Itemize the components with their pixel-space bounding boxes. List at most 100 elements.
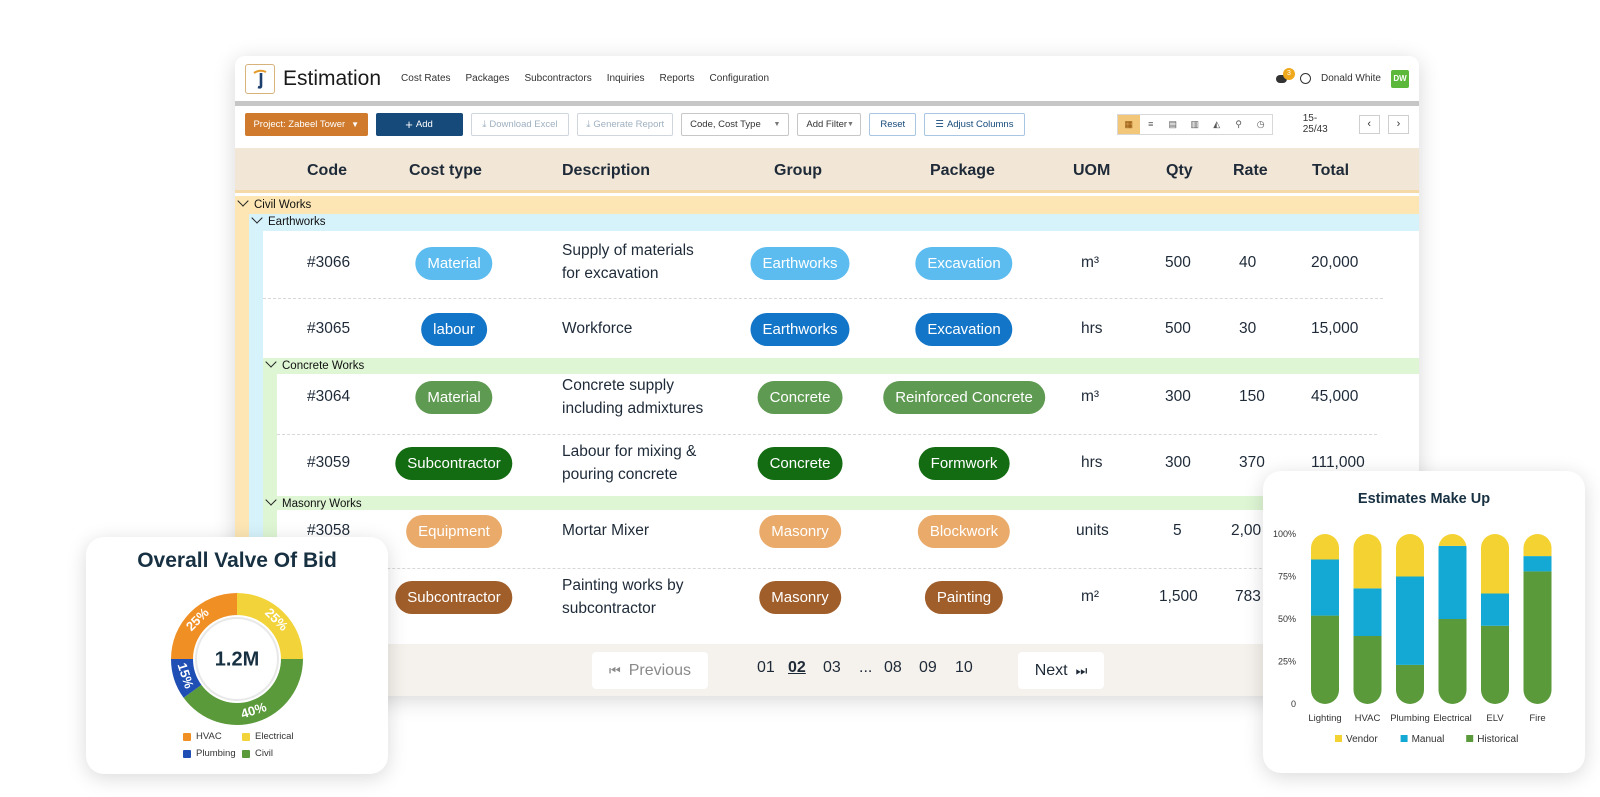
bar-fire[interactable]: [1523, 534, 1552, 704]
bar-elv[interactable]: [1481, 534, 1509, 704]
download-excel-button[interactable]: ⤓ Download Excel: [470, 112, 570, 136]
bar-segment-manual: [1523, 556, 1552, 572]
clock-icon[interactable]: [1299, 73, 1311, 84]
project-dropdown[interactable]: Project: Zabeel Tower ▼: [245, 112, 368, 136]
cell-total: 45,000: [1311, 388, 1359, 405]
legend-label: Civil: [255, 748, 273, 759]
record-range: 15-25/43: [1302, 113, 1328, 135]
page-number[interactable]: 09: [919, 659, 937, 676]
column-header-total[interactable]: Total: [1312, 162, 1350, 179]
group-pill: Earthworks: [750, 247, 850, 280]
table-view-icon[interactable]: ▥: [1190, 118, 1199, 129]
map-pin-icon[interactable]: ⚲: [1235, 118, 1243, 129]
avatar[interactable]: DW: [1391, 69, 1409, 88]
group-pill: Earthworks: [750, 313, 850, 346]
nav-packages[interactable]: Packages: [465, 73, 510, 84]
group-by-value: Code, Cost Type: [690, 118, 761, 130]
cell-code: #3059: [307, 454, 351, 471]
bar-segment-manual: [1438, 545, 1467, 619]
chart-view-icon[interactable]: ◭: [1213, 118, 1221, 129]
x-tick-label: Lighting: [1308, 713, 1341, 724]
group-row-masonry-works[interactable]: Masonry Works: [263, 494, 1419, 510]
cell-description: Painting works by: [562, 577, 684, 594]
table-header: Code Cost type Description Group Package…: [235, 148, 1419, 193]
column-header-cost-type[interactable]: Cost type: [409, 162, 482, 179]
legend-swatch: [1400, 735, 1408, 742]
column-header-package[interactable]: Package: [930, 162, 995, 179]
calendar-view-icon[interactable]: ▤: [1168, 118, 1177, 129]
legend-swatch: [183, 732, 191, 741]
column-header-group[interactable]: Group: [774, 162, 822, 179]
bar-hvac[interactable]: [1353, 534, 1382, 704]
user-name[interactable]: Donald White: [1320, 73, 1381, 84]
nav-inquiries[interactable]: Inquiries: [606, 73, 645, 84]
estimates-stacked-bar-chart: 0 25% 50% 75% 100% Lighting HVAC Plumbing Electr…: [1273, 529, 1552, 745]
bar-electrical[interactable]: [1438, 534, 1467, 704]
add-filter-select[interactable]: Add Filter ▼: [797, 112, 862, 136]
group-row-civil-works[interactable]: Civil Works: [235, 195, 1419, 214]
bid-donut-chart: 25%40%15%25%1.2M: [171, 593, 303, 725]
cell-description: Labour for mixing &: [562, 443, 697, 460]
bar-segment-historical: [1438, 619, 1467, 704]
y-tick-label: 50%: [1278, 614, 1296, 624]
generate-report-button[interactable]: ⤓ Generate Report: [577, 112, 674, 136]
group-row-concrete-works[interactable]: Concrete Works: [263, 356, 1419, 374]
group-row-earthworks[interactable]: Earthworks: [249, 212, 1419, 231]
donut-slice-hvac[interactable]: [171, 593, 237, 659]
cell-qty: 500: [1165, 320, 1191, 337]
column-header-rate[interactable]: Rate: [1233, 162, 1268, 179]
page-number[interactable]: 03: [823, 659, 841, 676]
donut-slice-civil[interactable]: [183, 659, 303, 725]
bar-lighting[interactable]: [1311, 534, 1339, 704]
page-number[interactable]: 10: [955, 659, 973, 676]
chevron-down-icon[interactable]: [265, 356, 277, 368]
prev-page-arrow-icon[interactable]: ‹: [1358, 114, 1380, 134]
pagination-bar: ⏮ Previous 01 02 03 ... 08 09 10 Next ⏭: [235, 644, 1419, 696]
package-pill: Reinforced Concrete: [883, 381, 1045, 414]
column-header-qty[interactable]: Qty: [1166, 162, 1193, 179]
column-header-uom[interactable]: UOM: [1073, 162, 1111, 179]
adjust-columns-button[interactable]: ☰ Adjust Columns: [924, 112, 1025, 136]
toolbar: Project: Zabeel Tower ▼ + Add ⤓ Download…: [235, 106, 1419, 142]
donut-slice-electrical[interactable]: [237, 593, 303, 659]
nav-cost-rates[interactable]: Cost Rates: [401, 73, 451, 84]
column-header-code[interactable]: Code: [307, 162, 347, 179]
group-by-select[interactable]: Code, Cost Type ▼: [681, 112, 790, 136]
top-navigation-bar: Estimation Cost Rates Packages Subcontra…: [235, 56, 1419, 106]
cell-description-line2: pouring concrete: [562, 466, 678, 483]
legend-label-manual: Manual: [1412, 734, 1445, 745]
donut-slice-plumbing[interactable]: [171, 659, 202, 698]
add-button[interactable]: + Add: [375, 112, 463, 136]
next-page-arrow-icon[interactable]: ›: [1387, 114, 1410, 134]
nav-subcontractors[interactable]: Subcontractors: [524, 73, 592, 84]
group-label: Concrete Works: [282, 360, 365, 372]
chevron-down-icon[interactable]: [237, 195, 249, 207]
estimates-card-title: Estimates Make Up: [1357, 491, 1491, 507]
nav-reports[interactable]: Reports: [659, 73, 695, 84]
legend-label-historical: Historical: [1477, 734, 1518, 745]
nav-configuration[interactable]: Configuration: [709, 73, 770, 84]
chevron-down-icon[interactable]: [251, 212, 263, 224]
cell-description: Supply of materials: [562, 242, 694, 259]
page-number[interactable]: 01: [757, 659, 775, 676]
previous-button[interactable]: ⏮ Previous: [592, 652, 708, 689]
list-view-icon[interactable]: ≡: [1148, 119, 1154, 129]
page-number-current[interactable]: 02: [788, 659, 806, 676]
view-switcher: ▦ ≡ ▤ ▥ ◭ ⚲ ◷: [1116, 113, 1273, 135]
download-excel-label: Download Excel: [489, 118, 558, 130]
chat-icon[interactable]: 3: [1275, 67, 1295, 85]
page-number[interactable]: 08: [884, 659, 902, 676]
column-header-description[interactable]: Description: [562, 162, 651, 179]
grouped-view-icon[interactable]: ▦: [1117, 114, 1140, 134]
next-button[interactable]: Next ⏭: [1018, 652, 1104, 689]
history-icon[interactable]: ◷: [1256, 118, 1265, 129]
app-logo-icon[interactable]: [245, 63, 275, 94]
chevron-down-icon[interactable]: [265, 494, 277, 506]
bar-plumbing[interactable]: [1396, 534, 1424, 704]
reset-button[interactable]: Reset: [869, 112, 917, 136]
bar-segment-historical: [1353, 636, 1382, 704]
legend-label: Plumbing: [196, 748, 236, 759]
legend-label-vendor: Vendor: [1346, 734, 1378, 745]
bar-segment-vendor: [1523, 534, 1552, 557]
x-tick-label: Fire: [1529, 713, 1545, 724]
